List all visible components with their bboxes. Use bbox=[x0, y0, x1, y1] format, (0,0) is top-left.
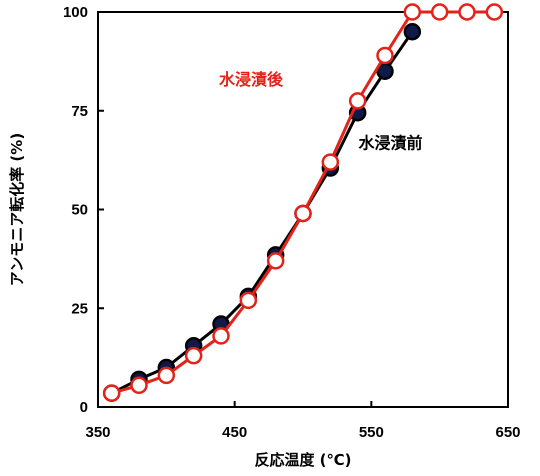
x-tick-label: 550 bbox=[359, 424, 384, 441]
data-point bbox=[294, 204, 312, 223]
data-point bbox=[184, 346, 203, 365]
data-point bbox=[239, 291, 258, 310]
data-point bbox=[266, 252, 285, 270]
data-point bbox=[321, 153, 340, 171]
data-point bbox=[485, 3, 504, 21]
x-axis: 350 450 550 650 bbox=[85, 401, 521, 441]
y-tick-label: 50 bbox=[71, 202, 88, 219]
y-tick-label: 25 bbox=[71, 300, 88, 317]
x-tick-label: 350 bbox=[85, 424, 110, 441]
data-point bbox=[348, 92, 367, 110]
annotation-label: 水浸漬後 bbox=[219, 70, 284, 89]
data-point bbox=[212, 327, 230, 345]
data-point bbox=[403, 3, 422, 21]
data-point bbox=[403, 23, 422, 41]
x-tick-label: 650 bbox=[495, 424, 520, 441]
axes: 0 25 50 75 100 350 450 550 650 bbox=[63, 4, 521, 441]
y-axis: 0 25 50 75 100 bbox=[63, 4, 104, 416]
data-point bbox=[157, 366, 176, 385]
y-tick-label: 100 bbox=[63, 4, 88, 21]
x-axis-title: 反応温度 (℃) bbox=[254, 451, 351, 469]
series-2 bbox=[102, 3, 504, 402]
data-point bbox=[376, 46, 394, 65]
series-line bbox=[111, 10, 495, 395]
data-point bbox=[102, 384, 121, 402]
y-tick-label: 0 bbox=[80, 399, 88, 416]
data-point bbox=[130, 376, 148, 395]
data-point bbox=[430, 3, 449, 21]
series-layer bbox=[102, 3, 504, 402]
y-axis-title: アンモニア転化率 (%) bbox=[8, 133, 26, 286]
annotation-label: 水浸漬前 bbox=[358, 133, 422, 152]
x-tick-label: 450 bbox=[222, 424, 247, 441]
y-tick-label: 75 bbox=[71, 103, 88, 120]
data-point bbox=[458, 3, 476, 21]
